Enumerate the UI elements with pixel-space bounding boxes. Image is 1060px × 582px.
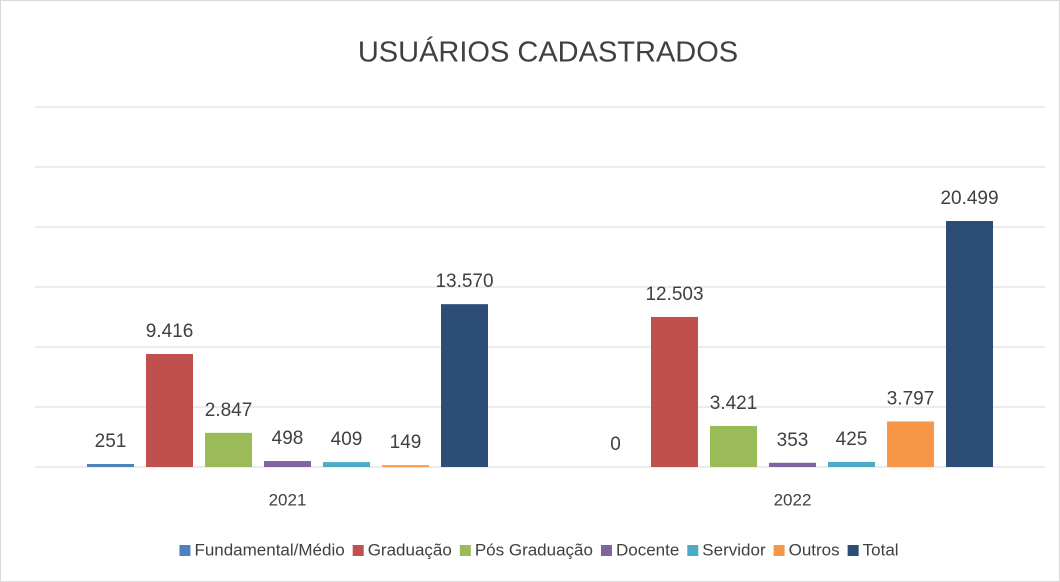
data-label: 498: [272, 428, 304, 449]
legend-swatch: [352, 545, 364, 556]
data-label: 2.847: [205, 400, 253, 421]
bar: [264, 461, 311, 467]
bar: [323, 462, 370, 467]
bar: [946, 221, 993, 467]
bar: [828, 461, 875, 467]
legend-swatch: [600, 545, 612, 556]
data-label: 13.570: [435, 271, 493, 292]
data-label: 3.421: [710, 393, 758, 414]
data-label: 353: [777, 430, 809, 451]
legend-swatch: [179, 545, 191, 556]
data-label: 9.416: [146, 321, 194, 342]
legend-swatch: [773, 545, 785, 556]
bar: [146, 354, 193, 467]
bar: [205, 432, 252, 467]
bar: [87, 463, 134, 467]
data-label: 12.503: [645, 284, 703, 305]
x-tick-label: 2022: [774, 490, 812, 509]
bar: [769, 462, 816, 467]
data-label: 3.797: [887, 388, 935, 409]
legend-swatch: [459, 545, 471, 556]
legend-label: Fundamental/Médio: [194, 540, 344, 559]
legend-label: Pós Graduação: [475, 540, 593, 559]
legend-label: Docente: [616, 540, 679, 559]
chart-title: USUÁRIOS CADASTRADOS: [358, 36, 738, 69]
bar: [651, 316, 698, 467]
data-label: 409: [331, 429, 363, 450]
legend-label: Total: [863, 540, 899, 559]
bar: [441, 304, 488, 467]
legend-swatch: [847, 545, 859, 556]
data-label: 251: [95, 431, 127, 452]
data-label: 0: [610, 434, 621, 455]
bar: [710, 425, 757, 467]
bar: [382, 465, 429, 467]
legend-label: Outros: [789, 540, 840, 559]
legend-label: Servidor: [702, 540, 766, 559]
data-label: 20.499: [940, 188, 998, 209]
x-tick-label: 2021: [269, 490, 307, 509]
data-label: 149: [390, 432, 422, 453]
legend-swatch: [687, 545, 699, 556]
data-label: 425: [836, 429, 868, 450]
bar: [887, 421, 934, 467]
legend-label: Graduação: [368, 540, 452, 559]
